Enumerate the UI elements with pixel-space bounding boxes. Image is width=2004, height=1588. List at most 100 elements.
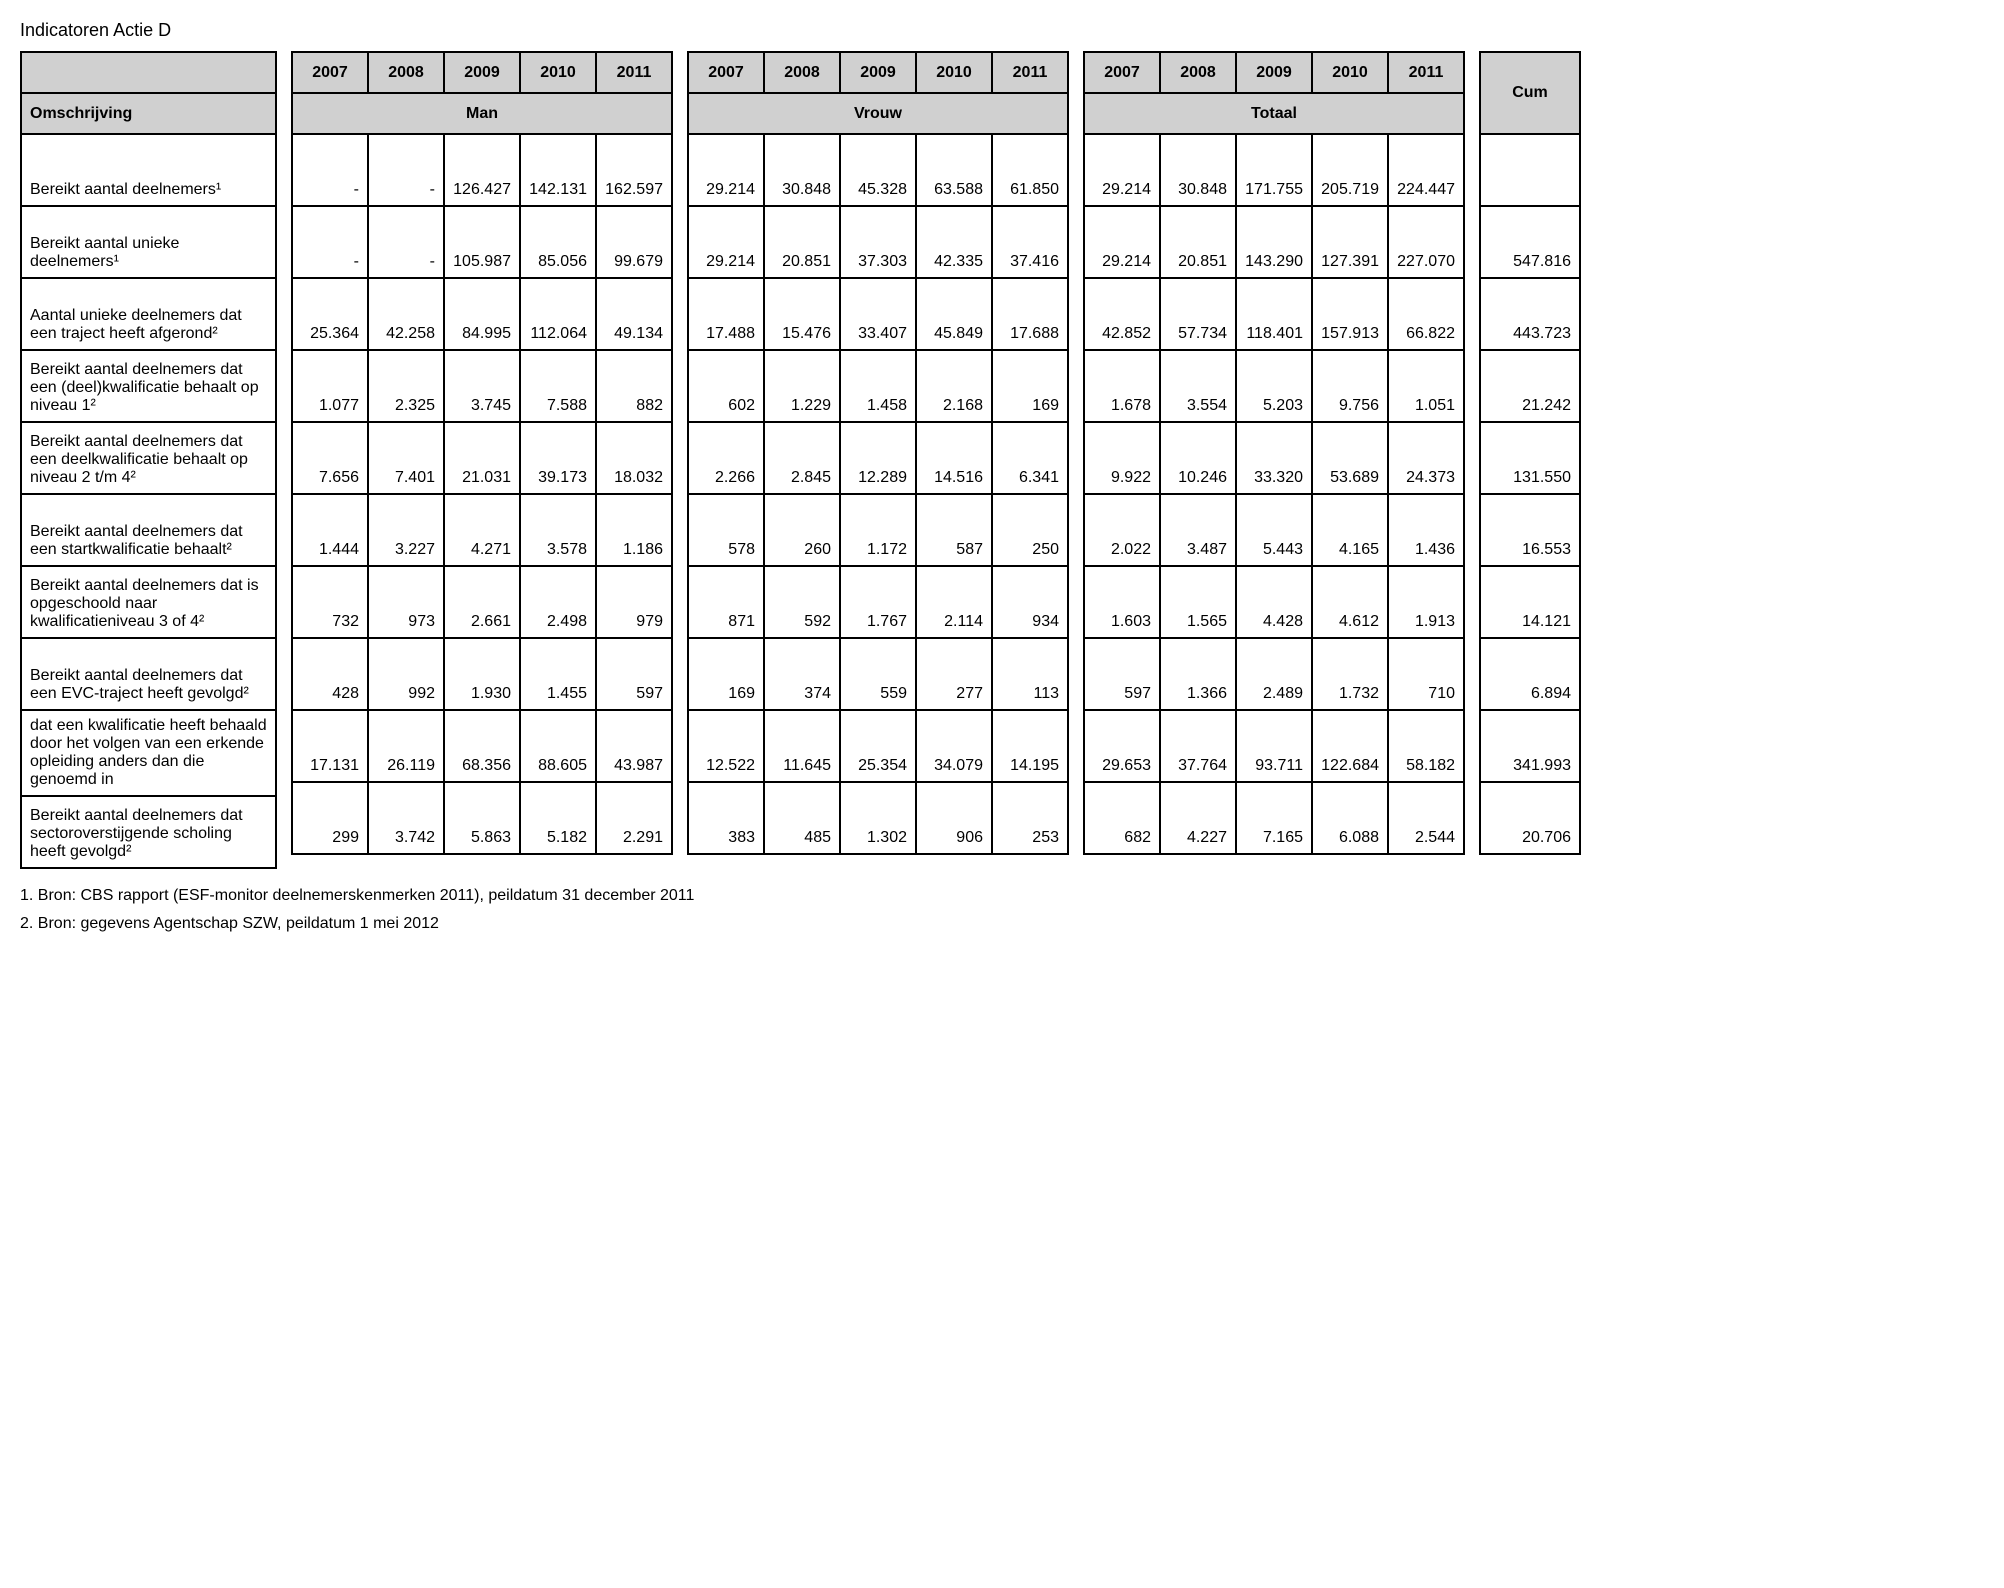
data-cell: 1.767 [840, 566, 916, 638]
data-cell: 906 [916, 782, 992, 854]
data-cell: 2.266 [688, 422, 764, 494]
data-cell: 5.182 [520, 782, 596, 854]
data-cell: 42.335 [916, 206, 992, 278]
data-cell: 1.732 [1312, 638, 1388, 710]
data-cell: 61.850 [992, 134, 1068, 206]
description-column: Omschrijving Bereikt aantal deelnemers¹B… [20, 51, 277, 869]
data-cell: 14.195 [992, 710, 1068, 782]
row-label: Bereikt aantal deelnemers dat een EVC-tr… [21, 638, 276, 710]
data-cell: 25.364 [292, 278, 368, 350]
group-man: 20072008200920102011 Man --126.427142.13… [291, 51, 673, 855]
data-cell: 3.745 [444, 350, 520, 422]
data-cell: 587 [916, 494, 992, 566]
footnote: 1. Bron: CBS rapport (ESF-monitor deelne… [20, 887, 1984, 905]
data-cell: - [368, 134, 444, 206]
data-cell: - [292, 206, 368, 278]
data-cell: 253 [992, 782, 1068, 854]
year-header: 2011 [992, 52, 1068, 93]
data-cell: 4.428 [1236, 566, 1312, 638]
data-cell: 20.851 [764, 206, 840, 278]
data-cell: 7.588 [520, 350, 596, 422]
data-cell: 7.165 [1236, 782, 1312, 854]
data-cell: 299 [292, 782, 368, 854]
cum-cell: 443.723 [1480, 278, 1580, 350]
data-cell: 10.246 [1160, 422, 1236, 494]
data-cell: 1.302 [840, 782, 916, 854]
row-label: Bereikt aantal deelnemers¹ [21, 134, 276, 206]
data-cell: 1.678 [1084, 350, 1160, 422]
year-header: 2009 [444, 52, 520, 93]
row-label: Bereikt aantal deelnemers dat is opgesch… [21, 566, 276, 638]
data-cell: 428 [292, 638, 368, 710]
data-cell: 20.851 [1160, 206, 1236, 278]
data-cell: 2.291 [596, 782, 672, 854]
data-cell: 53.689 [1312, 422, 1388, 494]
data-cell: 2.168 [916, 350, 992, 422]
data-cell: 18.032 [596, 422, 672, 494]
data-cell: 1.913 [1388, 566, 1464, 638]
data-cell: 3.227 [368, 494, 444, 566]
data-cell: - [368, 206, 444, 278]
data-cell: 29.214 [1084, 206, 1160, 278]
data-cell: 127.391 [1312, 206, 1388, 278]
data-cell: 21.031 [444, 422, 520, 494]
data-cell: 14.516 [916, 422, 992, 494]
group-totaal: 20072008200920102011 Totaal 29.21430.848… [1083, 51, 1465, 855]
footnote: 2. Bron: gegevens Agentschap SZW, peilda… [20, 915, 1984, 933]
data-cell: 2.845 [764, 422, 840, 494]
table-wrap: Omschrijving Bereikt aantal deelnemers¹B… [20, 51, 1984, 869]
year-header: 2009 [840, 52, 916, 93]
data-cell: 2.114 [916, 566, 992, 638]
cum-cell: 21.242 [1480, 350, 1580, 422]
data-cell: 597 [1084, 638, 1160, 710]
row-label: Aantal unieke deelnemers dat een traject… [21, 278, 276, 350]
data-cell: 5.443 [1236, 494, 1312, 566]
data-cell: 1.051 [1388, 350, 1464, 422]
data-cell: 1.455 [520, 638, 596, 710]
data-cell: 30.848 [1160, 134, 1236, 206]
data-cell: 224.447 [1388, 134, 1464, 206]
data-cell: 205.719 [1312, 134, 1388, 206]
data-cell: 29.214 [1084, 134, 1160, 206]
data-cell: 63.588 [916, 134, 992, 206]
data-cell: 979 [596, 566, 672, 638]
group-vrouw: 20072008200920102011 Vrouw 29.21430.8484… [687, 51, 1069, 855]
data-cell: 49.134 [596, 278, 672, 350]
data-cell: 1.444 [292, 494, 368, 566]
data-cell: 2.489 [1236, 638, 1312, 710]
data-cell: 732 [292, 566, 368, 638]
data-cell: 24.373 [1388, 422, 1464, 494]
year-header: 2010 [1312, 52, 1388, 93]
data-cell: 3.578 [520, 494, 596, 566]
year-header: 2011 [596, 52, 672, 93]
cum-cell: 14.121 [1480, 566, 1580, 638]
data-cell: 33.320 [1236, 422, 1312, 494]
data-cell: 4.227 [1160, 782, 1236, 854]
data-cell: 39.173 [520, 422, 596, 494]
data-cell: 11.645 [764, 710, 840, 782]
footnotes: 1. Bron: CBS rapport (ESF-monitor deelne… [20, 887, 1984, 933]
data-cell: 260 [764, 494, 840, 566]
data-cell: 68.356 [444, 710, 520, 782]
data-cell: 1.603 [1084, 566, 1160, 638]
data-cell: 143.290 [1236, 206, 1312, 278]
data-cell: 5.863 [444, 782, 520, 854]
data-cell: 383 [688, 782, 764, 854]
data-cell: 6.341 [992, 422, 1068, 494]
year-header: 2007 [292, 52, 368, 93]
data-cell: 30.848 [764, 134, 840, 206]
data-cell: 1.077 [292, 350, 368, 422]
data-cell: 1.366 [1160, 638, 1236, 710]
data-cell: 6.088 [1312, 782, 1388, 854]
data-cell: 15.476 [764, 278, 840, 350]
data-cell: 992 [368, 638, 444, 710]
data-cell: 277 [916, 638, 992, 710]
data-cell: 3.554 [1160, 350, 1236, 422]
row-label: Bereikt aantal deelnemers dat een deelkw… [21, 422, 276, 494]
data-cell: 2.544 [1388, 782, 1464, 854]
data-cell: 374 [764, 638, 840, 710]
data-cell: 29.214 [688, 206, 764, 278]
year-header: 2008 [368, 52, 444, 93]
data-cell: 602 [688, 350, 764, 422]
cum-cell: 341.993 [1480, 710, 1580, 782]
